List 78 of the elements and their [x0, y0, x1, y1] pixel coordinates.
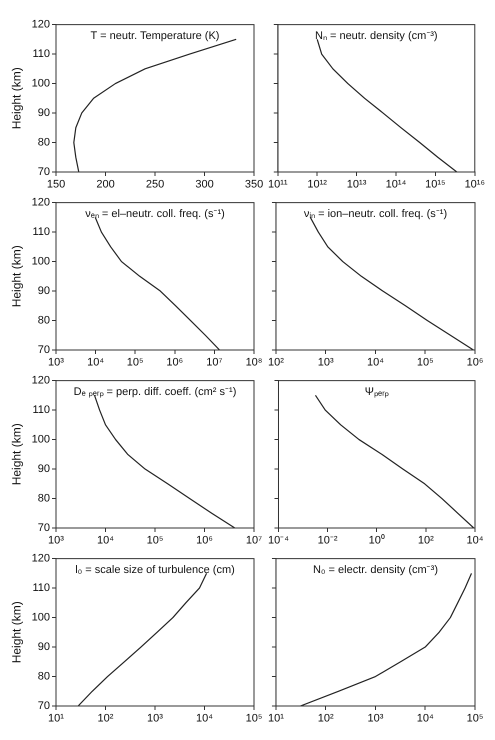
x-tick-label: 10³: [147, 712, 164, 725]
y-tick-label: 100: [32, 612, 50, 624]
x-tick-label: 10²: [318, 712, 334, 725]
x-tick-label: 10¹: [268, 712, 284, 725]
x-tick-label: 10⁵: [246, 712, 262, 725]
x-tick-label: 10⁻⁴: [268, 534, 290, 547]
y-tick-label: 120: [32, 374, 50, 387]
x-tick-label: 10⁵: [146, 534, 164, 547]
annotation: Nₙ = neutr. density (cm⁻³): [314, 30, 438, 42]
x-tick-label: 350: [244, 178, 264, 191]
x-tick-label: 10³: [318, 356, 334, 369]
annotation: Ψₚₑᵣₚ: [364, 386, 389, 398]
y-tick-label: 110: [32, 404, 50, 416]
x-tick-label: 10⁵: [126, 356, 144, 369]
y-axis-title: Height (km): [10, 245, 24, 308]
x-tick-label: 200: [96, 178, 115, 191]
y-axis-title: Height (km): [10, 67, 24, 130]
y-tick-label: 120: [32, 18, 50, 31]
x-tick-label: 10⁵: [466, 712, 484, 725]
y-tick-label: 80: [38, 314, 50, 327]
x-tick-label: 10⁻²: [318, 534, 338, 547]
y-axis-title: Height (km): [10, 601, 24, 664]
x-tick-label: 10¹¹: [268, 178, 288, 191]
y-tick-label: 90: [38, 285, 50, 298]
x-tick-label: 10¹³: [346, 178, 367, 191]
y-tick-label: 70: [38, 344, 50, 356]
x-tick-label: 10⁷: [206, 356, 223, 369]
annotation: l₀ = scale size of turbulence (cm): [75, 564, 235, 576]
annotation: N₀ = electr. density (cm⁻³): [312, 564, 438, 576]
x-tick-label: 300: [195, 178, 214, 191]
x-tick-label: 10¹: [48, 712, 64, 725]
x-tick-label: 10⁶: [196, 534, 213, 547]
x-tick-label: 10⁶: [166, 356, 184, 369]
y-tick-label: 70: [38, 700, 50, 712]
annotation: νₑₙ = el–neutr. coll. freq. (s⁻¹): [85, 208, 225, 220]
x-tick-label: 10³: [48, 534, 64, 547]
x-tick-label: 10⁶: [466, 356, 484, 369]
x-tick-label: 10²: [418, 534, 434, 547]
y-tick-label: 120: [32, 196, 50, 209]
y-tick-label: 110: [32, 582, 50, 594]
y-tick-label: 110: [32, 226, 50, 238]
x-tick-label: 10⁷: [246, 534, 262, 547]
x-tick-label: 250: [146, 178, 164, 191]
x-tick-label: 10⁵: [416, 356, 434, 369]
x-tick-label: 10⁴: [196, 712, 214, 725]
y-tick-label: 90: [38, 107, 50, 120]
y-tick-label: 100: [32, 256, 50, 268]
annotation: νᵢₙ = ion–neutr. coll. freq. (s⁻¹): [304, 208, 448, 220]
x-tick-label: 10¹⁴: [386, 178, 407, 191]
x-tick-label: 10⁴: [466, 534, 484, 547]
annotation: Dₑ ₚₑᵣₚ = perp. diff. coeff. (cm² s⁻¹): [74, 386, 236, 398]
x-tick-label: 10⁸: [246, 356, 262, 369]
x-tick-label: 10³: [368, 712, 384, 725]
y-tick-label: 70: [38, 166, 50, 178]
y-tick-label: 80: [38, 136, 50, 149]
x-tick-label: 10¹⁵: [425, 178, 446, 191]
x-tick-label: 10¹²: [307, 178, 328, 191]
y-tick-label: 100: [32, 434, 50, 446]
x-tick-label: 10²: [98, 712, 114, 725]
y-tick-label: 90: [38, 641, 50, 654]
y-tick-label: 80: [38, 670, 50, 683]
y-tick-label: 120: [32, 552, 50, 565]
x-tick-label: 10⁴: [97, 534, 114, 547]
x-tick-label: 10⁰: [368, 534, 385, 547]
x-tick-label: 150: [46, 178, 66, 191]
y-tick-label: 90: [38, 463, 50, 476]
x-tick-label: 10¹⁶: [464, 178, 486, 191]
x-tick-label: 10³: [48, 356, 64, 369]
y-tick-label: 110: [32, 48, 50, 60]
annotation: T = neutr. Temperature (K): [90, 30, 220, 42]
x-tick-label: 10²: [268, 356, 284, 369]
x-tick-label: 10⁴: [366, 356, 384, 369]
x-tick-label: 10⁴: [416, 712, 434, 725]
y-tick-label: 80: [38, 492, 50, 505]
y-axis-title: Height (km): [10, 423, 24, 486]
y-tick-label: 100: [32, 78, 50, 90]
x-tick-label: 10⁴: [87, 356, 104, 369]
y-tick-label: 70: [38, 522, 50, 534]
